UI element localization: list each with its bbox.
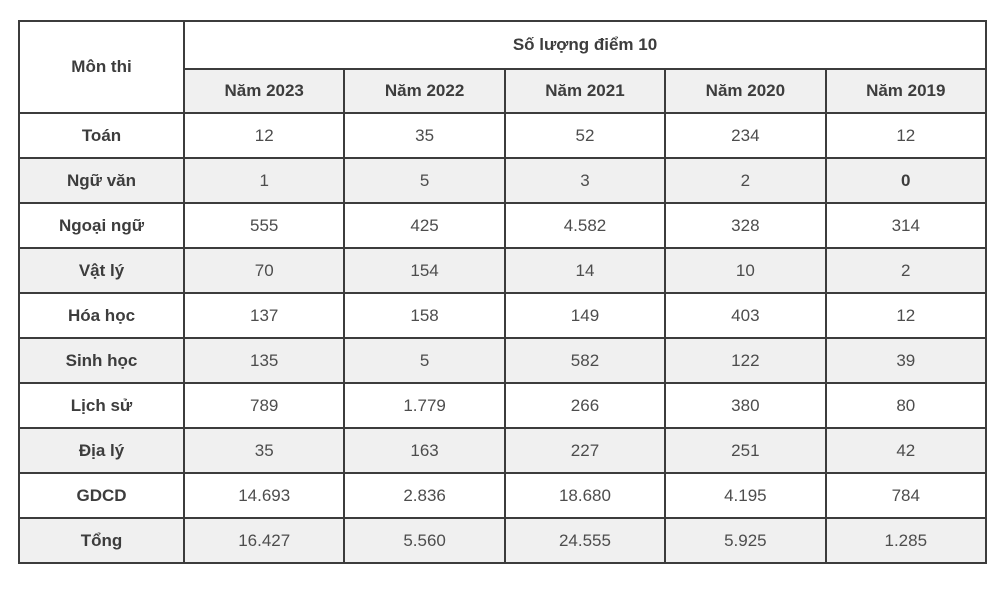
value-cell: 70 [182,247,346,294]
subject-cell: GDCD [18,472,185,519]
subject-cell: Ngoại ngữ [18,202,185,249]
value-cell: 251 [664,427,827,474]
value-cell: 234 [664,112,827,159]
subject-cell: Vật lý [18,247,185,294]
value-cell: 137 [182,292,346,339]
value-cell: 158 [343,292,506,339]
corner-header-cell: Môn thi [18,20,185,114]
table-row: Lịch sử 789 1.779 266 380 80 [18,382,988,429]
value-cell: 14.693 [182,472,346,519]
value-cell: 380 [664,382,827,429]
value-cell: 5.560 [343,517,506,564]
year-header-row: Năm 2023 Năm 2022 Năm 2021 Năm 2020 Năm … [19,68,988,114]
value-cell: 5.925 [664,517,827,564]
value-cell: 14 [503,247,667,294]
value-cell: 4.582 [503,202,667,249]
value-cell: 784 [824,472,988,519]
table-body: Toán 12 35 52 234 12 Ngữ văn 1 5 3 2 0 Ngoại ngữ 555 4… [18,112,988,564]
value-cell: 314 [824,202,988,249]
value-cell: 42 [824,427,988,474]
value-cell: 425 [343,202,506,249]
value-cell: 5 [343,337,506,384]
value-cell: 3 [503,157,667,204]
value-cell: 0 [824,157,988,204]
table-row: Ngoại ngữ 555 425 4.582 328 314 [18,202,988,249]
subject-cell: Lịch sử [18,382,185,429]
value-cell: 35 [182,427,346,474]
year-header-2019: Năm 2019 [824,68,988,114]
table-header: Môn thi Số lượng điểm 10 Năm 2023 Năm 20… [18,20,988,114]
subject-cell: Ngữ văn [18,157,185,204]
year-header-2022: Năm 2022 [343,68,506,114]
year-header-2021: Năm 2021 [503,68,667,114]
value-cell: 12 [182,112,346,159]
value-cell: 135 [182,337,346,384]
value-cell: 1.285 [824,517,988,564]
year-header-2020: Năm 2020 [664,68,827,114]
value-cell: 149 [503,292,667,339]
value-cell: 227 [503,427,667,474]
value-cell: 266 [503,382,667,429]
value-cell: 80 [824,382,988,429]
value-cell: 789 [182,382,346,429]
subject-cell: Sinh học [18,337,185,384]
value-cell: 2 [664,157,827,204]
value-cell: 163 [343,427,506,474]
value-cell: 52 [503,112,667,159]
value-cell: 18.680 [503,472,667,519]
value-cell: 24.555 [503,517,667,564]
value-cell: 328 [664,202,827,249]
value-cell: 1 [182,157,346,204]
value-cell: 1.779 [343,382,506,429]
subject-cell: Địa lý [18,427,185,474]
value-cell: 555 [182,202,346,249]
table-row: Ngữ văn 1 5 3 2 0 [18,157,988,204]
table-row: Hóa học 137 158 149 403 12 [18,292,988,339]
table-row: Vật lý 70 154 14 10 2 [18,247,988,294]
table-row: Tổng 16.427 5.560 24.555 5.925 1.285 [18,517,988,564]
value-cell: 2.836 [343,472,506,519]
value-cell: 2 [824,247,988,294]
subject-cell: Hóa học [18,292,185,339]
value-cell: 12 [824,292,988,339]
table-row: Sinh học 135 5 582 122 39 [18,337,988,384]
value-cell: 39 [824,337,988,384]
value-cell: 5 [343,157,506,204]
value-cell: 154 [343,247,506,294]
value-cell: 35 [343,112,506,159]
value-cell: 12 [824,112,988,159]
value-cell: 4.195 [664,472,827,519]
value-cell: 16.427 [182,517,346,564]
value-cell: 10 [664,247,827,294]
value-cell: 122 [664,337,827,384]
table-row: Toán 12 35 52 234 12 [18,112,988,159]
table-row: GDCD 14.693 2.836 18.680 4.195 784 [18,472,988,519]
subject-cell: Tổng [18,517,185,564]
group-header-row: Môn thi Số lượng điểm 10 [18,20,987,114]
group-header-cell: Số lượng điểm 10 [183,20,987,70]
table-row: Địa lý 35 163 227 251 42 [18,427,988,474]
year-header-2023: Năm 2023 [182,68,346,114]
value-cell: 582 [503,337,667,384]
perfect-score-table: Môn thi Số lượng điểm 10 Năm 2023 Năm 20… [18,20,988,564]
subject-cell: Toán [18,112,185,159]
value-cell: 403 [664,292,827,339]
